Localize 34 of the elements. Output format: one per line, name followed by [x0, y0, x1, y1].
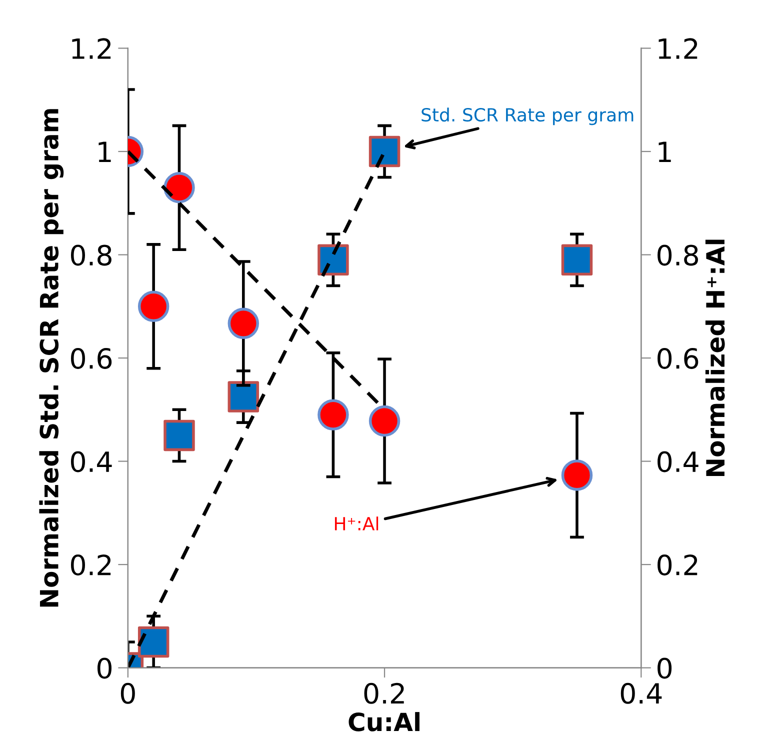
- y2-tick-label: 1: [658, 142, 671, 162]
- point: [228, 381, 260, 412]
- y2-axis-title: Normalized H⁺:Al: [705, 240, 725, 476]
- y2-tick-label: 0: [658, 658, 672, 679]
- y-tick-label: 0.8: [70, 244, 112, 266]
- series-label: Std. SCR Rate per gram: [422, 108, 634, 126]
- point: [228, 308, 260, 340]
- text: H⁺:Al: [334, 516, 378, 530]
- point: [138, 290, 170, 322]
- y2-tick-label: 0.8: [658, 244, 698, 266]
- y-tick-label: 0: [97, 658, 112, 679]
- x-axis-title: Cu:Al: [348, 712, 420, 732]
- x-tick-label: 0.2: [364, 682, 404, 704]
- y2-tick-label: 0.2: [658, 554, 698, 576]
- point: [561, 244, 593, 276]
- y2-tick-label: 0.6: [658, 348, 698, 369]
- point: [561, 460, 593, 491]
- y-axis-title: Normalized Std. SCR Rate per gram: [39, 109, 64, 607]
- y2-tick-label: 0.4: [658, 451, 698, 472]
- y-tick-label: 0.2: [70, 554, 111, 576]
- y2-tick-label: 1.2: [658, 38, 698, 59]
- x-tick-label: 0.4: [620, 682, 662, 704]
- point: [138, 626, 170, 658]
- y-tick-label: 1.2: [72, 38, 111, 59]
- point: [164, 420, 195, 452]
- point: [318, 399, 349, 430]
- point: [368, 136, 400, 168]
- y-tick-label: 0.4: [70, 451, 112, 472]
- x-tick-label: 0: [120, 682, 135, 704]
- point: [318, 244, 349, 276]
- y-tick-label: 0.6: [70, 348, 112, 369]
- point: [164, 172, 195, 204]
- y-tick-label: 1: [98, 142, 111, 162]
- point: [368, 405, 400, 437]
